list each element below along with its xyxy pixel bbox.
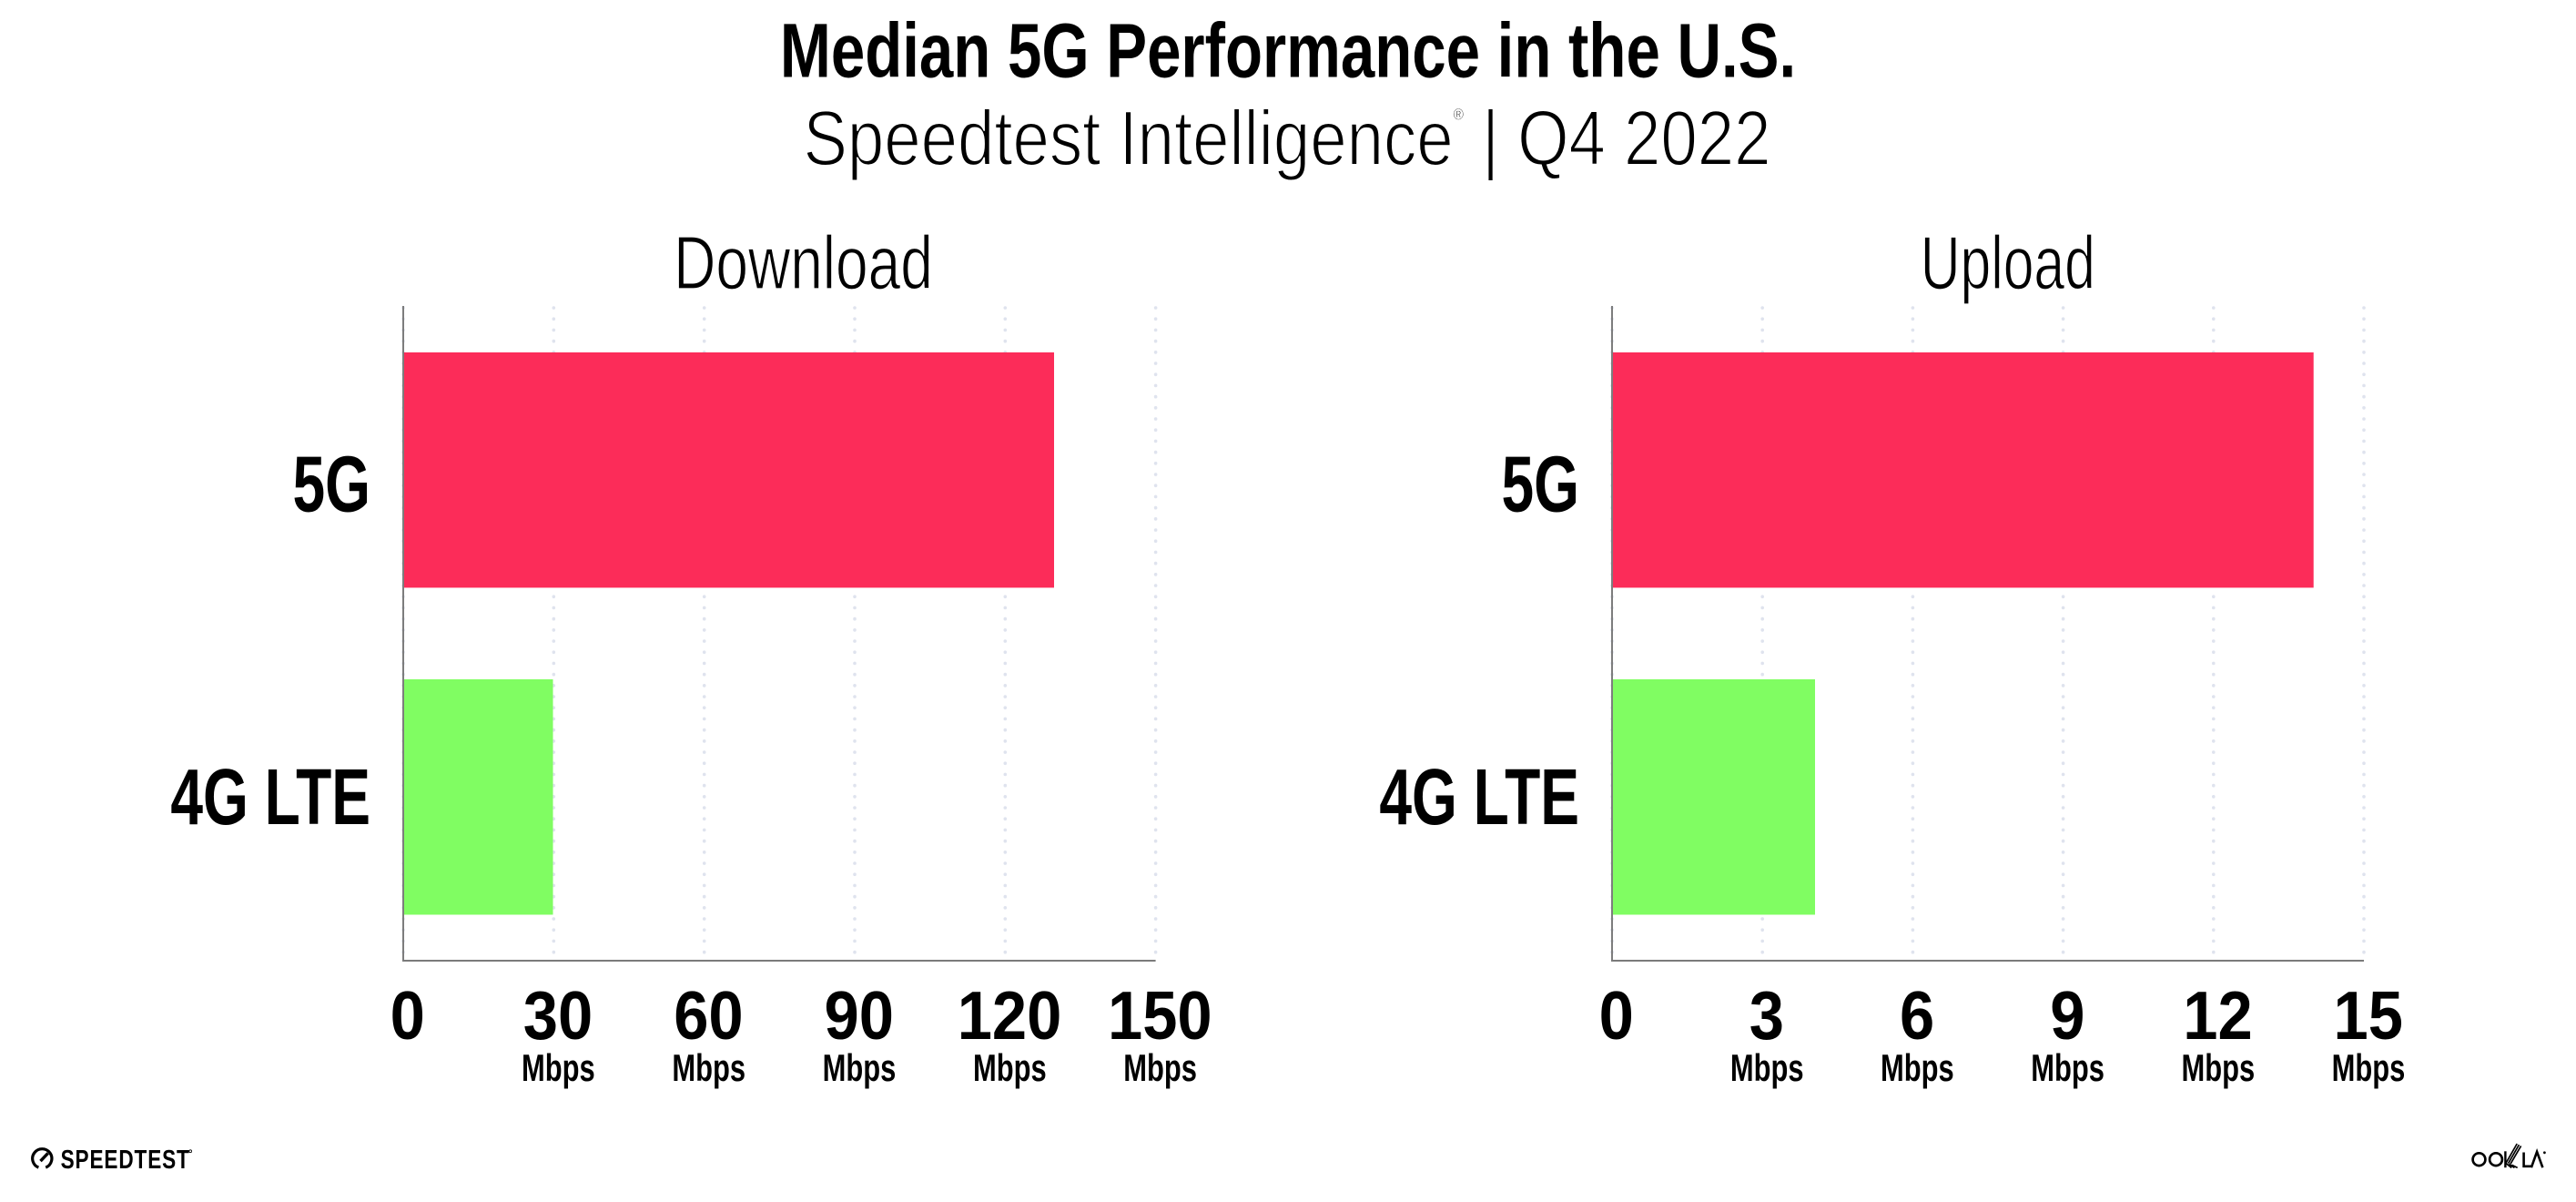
svg-text:Speedtest Intelligence® | Q4 2: Speedtest Intelligence® | Q4 2022 [803, 95, 1770, 182]
svg-text:Mbps: Mbps [2181, 1047, 2255, 1089]
svg-text:Mbps: Mbps [1123, 1047, 1197, 1089]
svg-text:90: 90 [824, 978, 893, 1054]
svg-text:Mbps: Mbps [1881, 1047, 1954, 1089]
svg-text:12: 12 [2183, 978, 2252, 1054]
svg-text:9: 9 [2050, 978, 2084, 1054]
svg-text:Mbps: Mbps [2332, 1047, 2406, 1089]
svg-text:Mbps: Mbps [1730, 1047, 1804, 1089]
svg-text:Upload: Upload [1921, 221, 2095, 305]
svg-text:Download: Download [674, 220, 933, 305]
svg-text:Mbps: Mbps [672, 1047, 745, 1089]
svg-text:120: 120 [958, 978, 1062, 1054]
svg-text:Mbps: Mbps [2031, 1047, 2104, 1089]
svg-text:3: 3 [1749, 978, 1784, 1054]
svg-text:60: 60 [674, 978, 743, 1054]
svg-text:15: 15 [2333, 978, 2402, 1054]
svg-text:0: 0 [390, 978, 425, 1054]
svg-text:Mbps: Mbps [522, 1047, 595, 1089]
svg-text:150: 150 [1108, 978, 1212, 1054]
svg-text:5G: 5G [1501, 441, 1579, 529]
svg-text:4G LTE: 4G LTE [1379, 754, 1579, 842]
svg-text:4G LTE: 4G LTE [170, 754, 370, 842]
svg-text:Median 5G Performance in the U: Median 5G Performance in the U.S. [780, 9, 1796, 95]
svg-text:Mbps: Mbps [973, 1047, 1047, 1089]
svg-text:30: 30 [523, 978, 593, 1054]
svg-text:0: 0 [1599, 978, 1634, 1054]
svg-text:Mbps: Mbps [823, 1047, 897, 1089]
svg-text:SPEEDTEST: SPEEDTEST [61, 1146, 190, 1175]
svg-text:5G: 5G [292, 441, 370, 529]
svg-text:6: 6 [1900, 978, 1934, 1054]
